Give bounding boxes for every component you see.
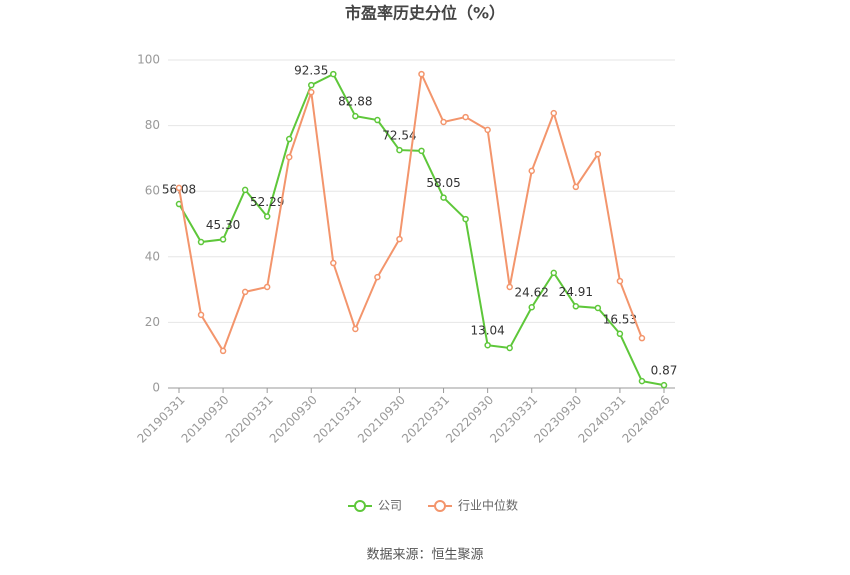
point [528, 303, 535, 311]
data-label: 58.05 [426, 176, 460, 190]
point [616, 330, 624, 338]
point [197, 238, 205, 246]
legend-marker [434, 500, 447, 512]
point [330, 70, 337, 78]
point [263, 213, 271, 220]
legend-label: 行业中位数 [458, 498, 518, 513]
source: 数据来源：恒生聚源 [366, 548, 483, 563]
point [550, 109, 558, 117]
data-label: 92.35 [294, 64, 328, 78]
point [241, 186, 249, 194]
point [352, 325, 359, 333]
point [418, 70, 425, 78]
point [197, 311, 205, 319]
y-tick-label: 60 [145, 184, 160, 198]
point [396, 146, 403, 154]
point [462, 215, 469, 223]
y-tick-label: 0 [152, 381, 160, 395]
chart-title: 市盈率历史分位（%） [345, 4, 505, 23]
point [374, 273, 381, 281]
point [352, 112, 359, 120]
point [638, 377, 646, 385]
point [484, 341, 491, 349]
point [660, 381, 668, 389]
point [219, 347, 227, 355]
point [550, 269, 558, 277]
point [594, 150, 602, 158]
data-label: 16.53 [603, 312, 637, 326]
point [506, 344, 513, 352]
data-label: 45.30 [206, 218, 240, 232]
y-tick-label: 40 [145, 249, 160, 263]
point [285, 135, 293, 143]
series-line [178, 70, 643, 354]
series-line [178, 72, 665, 387]
data-label: 0.87 [651, 364, 678, 378]
data-label: 24.62 [515, 286, 549, 300]
legend-label: 公司 [378, 499, 402, 513]
point [594, 304, 602, 312]
point [374, 116, 381, 124]
point [418, 147, 425, 155]
point [285, 153, 293, 161]
point [330, 259, 337, 267]
data-label: 82.88 [338, 95, 372, 109]
point [616, 277, 624, 285]
data-label: 13.04 [470, 324, 504, 338]
point [396, 235, 403, 243]
y-tick-label: 20 [145, 315, 160, 329]
data-label: 52.29 [250, 195, 284, 209]
point [572, 183, 580, 191]
point [440, 118, 447, 126]
point [506, 283, 513, 291]
point [175, 184, 183, 192]
data-label: 24.91 [559, 285, 593, 299]
point [263, 283, 271, 291]
point [484, 126, 491, 134]
point [462, 113, 469, 121]
data-label: 72.54 [382, 129, 416, 143]
point [638, 334, 646, 342]
point [440, 194, 447, 201]
y-tick-label: 100 [137, 53, 160, 67]
point [308, 88, 315, 96]
y-tick-label: 80 [145, 118, 160, 132]
point [241, 288, 249, 296]
point [528, 167, 535, 175]
point [572, 303, 580, 310]
point [219, 236, 227, 243]
x-tick-label: 20240826 [620, 393, 673, 446]
legend-marker [354, 500, 366, 512]
point [308, 81, 315, 89]
